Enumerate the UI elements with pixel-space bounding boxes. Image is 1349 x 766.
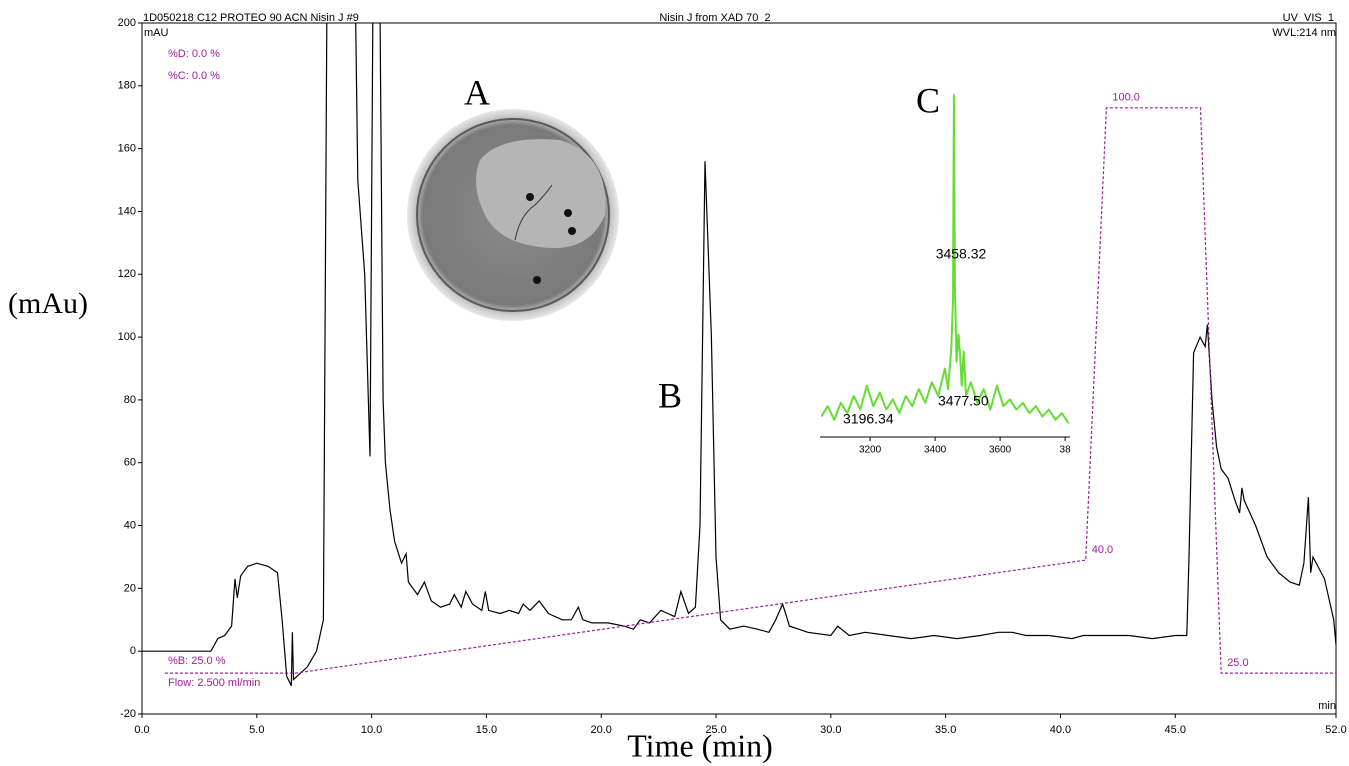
x-unit: min [1318, 700, 1336, 712]
value-label: 25.0 [1227, 657, 1248, 669]
y-tick-label: 60 [124, 457, 136, 469]
peak-label: 3477.50 [938, 393, 989, 409]
x-tick-label: 52.0 [1325, 724, 1346, 736]
note: %B: 25.0 % [168, 655, 226, 667]
petri-dish [407, 109, 619, 321]
x-tick-label: 25.0 [705, 724, 726, 736]
y-tick-label: 80 [124, 394, 136, 406]
y-tick-label: 120 [118, 268, 136, 280]
y-tick-label: 20 [124, 582, 136, 594]
x-tick-label: 3400 [924, 445, 947, 456]
x-tick-label: 20.0 [591, 724, 612, 736]
y-tick-label: 160 [118, 143, 136, 155]
x-axis-label: Time (min) [627, 727, 773, 763]
y-tick-label: 180 [118, 80, 136, 92]
header-right: UV_VIS_1 [1283, 12, 1334, 24]
header-center: Nisin J from XAD 70_2 [659, 12, 770, 24]
plot-area [142, 23, 1336, 686]
plot-frame [141, 22, 1337, 715]
wavelength: WVL:214 nm [1272, 27, 1336, 39]
x-tick-label: 3200 [859, 445, 882, 456]
y-tick-label: 200 [118, 17, 136, 29]
x-tick-label: 5.0 [249, 724, 264, 736]
y-tick-label: 0 [130, 645, 136, 657]
gradient-line [165, 107, 1336, 674]
annotation: A [464, 72, 490, 112]
annotation: C [916, 80, 940, 120]
spectrum-line [820, 94, 1070, 424]
value-label: 40.0 [1092, 544, 1113, 556]
annotation: B [658, 375, 682, 415]
y-unit: mAU [144, 27, 169, 39]
y-axis-label: (mAu) [8, 287, 88, 320]
y-tick-label: 100 [118, 331, 136, 343]
note: Flow: 2.500 ml/min [168, 677, 260, 689]
x-tick-label: 40.0 [1050, 724, 1071, 736]
x-tick-label: 0.0 [134, 724, 149, 736]
note: %C: 0.0 % [168, 70, 220, 82]
x-tick-label: 10.0 [361, 724, 382, 736]
note: %D: 0.0 % [168, 48, 220, 60]
x-tick-label: 3600 [989, 445, 1012, 456]
x-tick-label: 45.0 [1165, 724, 1186, 736]
value-label: 100.0 [1112, 92, 1140, 104]
y-tick-label: 140 [118, 205, 136, 217]
peak-label: 3196.34 [843, 411, 894, 427]
y-tick-label: 40 [124, 519, 136, 531]
y-tick-label: -20 [120, 708, 136, 720]
x-tick-label: 35.0 [935, 724, 956, 736]
x-tick-label: 15.0 [476, 724, 497, 736]
peak-label: 3458.32 [936, 246, 987, 262]
x-tick-label: 30.0 [820, 724, 841, 736]
x-tick-label: 38 [1060, 445, 1072, 456]
chromatogram-line [142, 23, 1336, 686]
header-left: 1D050218 C12 PROTEO 90 ACN Nisin J #9 [143, 12, 359, 24]
